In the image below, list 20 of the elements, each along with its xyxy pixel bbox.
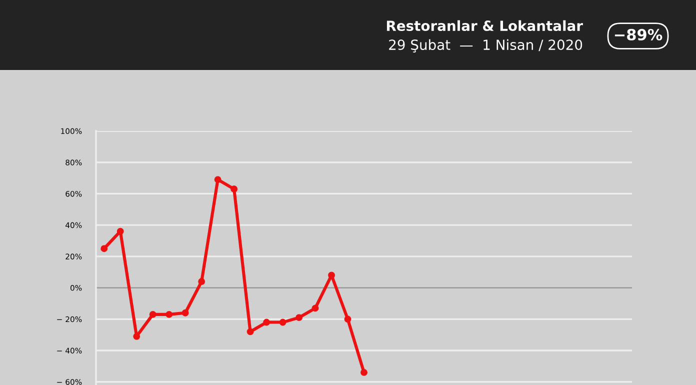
point xyxy=(116,228,124,235)
point xyxy=(296,314,303,322)
point xyxy=(246,328,254,336)
point xyxy=(149,310,156,318)
point xyxy=(312,304,319,312)
point xyxy=(344,316,352,323)
point xyxy=(360,368,368,376)
point xyxy=(182,309,189,316)
point xyxy=(133,332,140,340)
point xyxy=(328,272,335,279)
point xyxy=(279,318,286,326)
chart-title: Restoranlar & Lokantalar xyxy=(386,20,583,32)
point xyxy=(263,318,270,326)
point xyxy=(198,278,206,285)
point xyxy=(214,176,222,184)
point xyxy=(166,310,173,318)
text: −89% xyxy=(614,28,662,40)
chart-subtitle: 29 Şubat — 1 Nisan / 2020 xyxy=(389,39,582,53)
point xyxy=(100,245,108,252)
point xyxy=(230,186,238,192)
